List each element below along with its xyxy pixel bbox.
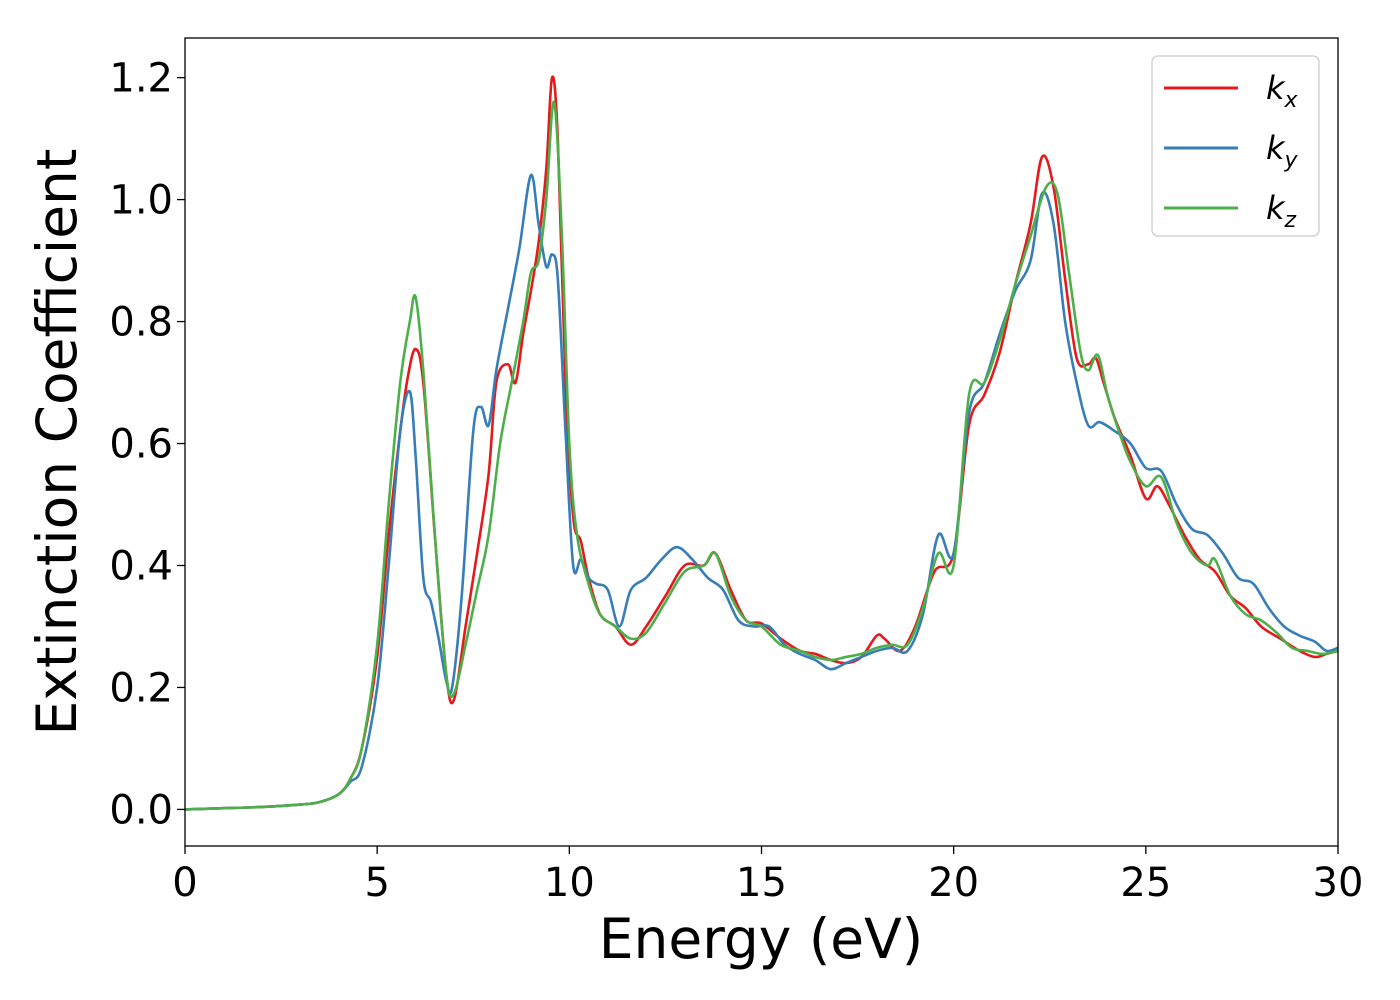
- y-tick-label: 0.4: [109, 543, 173, 589]
- y-tick-label: 0.0: [109, 787, 173, 833]
- x-axis-label: Energy (eV): [599, 907, 923, 971]
- y-tick-label: 0.2: [109, 665, 173, 711]
- legend-frame: [1151, 55, 1320, 237]
- x-tick-label: 30: [1313, 860, 1364, 906]
- y-axis: 0.0 0.2 0.4 0.6 0.8 1.0 1.2: [109, 56, 185, 833]
- y-tick-label: 1.2: [109, 56, 173, 102]
- x-tick-label: 5: [364, 860, 389, 906]
- legend: kx ky kz: [1151, 55, 1320, 237]
- x-tick-label: 20: [928, 860, 979, 906]
- y-tick-label: 1.0: [109, 178, 173, 224]
- x-axis: 0 5 10 15 20 25 30: [172, 846, 1363, 906]
- series-line-y: [185, 173, 1338, 811]
- x-tick-label: 25: [1120, 860, 1171, 906]
- x-tick-label: 0: [172, 860, 197, 906]
- x-tick-label: 10: [544, 860, 595, 906]
- x-tick-label: 15: [736, 860, 787, 906]
- y-tick-label: 0.8: [109, 300, 173, 346]
- series-group: [185, 75, 1338, 811]
- legend-label-x: kx: [1266, 69, 1299, 113]
- legend-label-z: kz: [1266, 189, 1297, 233]
- series-line-z: [185, 100, 1338, 811]
- legend-label-y: ky: [1266, 129, 1299, 173]
- y-tick-label: 0.6: [109, 422, 173, 468]
- y-axis-label: Extinction Coefficient: [25, 149, 89, 736]
